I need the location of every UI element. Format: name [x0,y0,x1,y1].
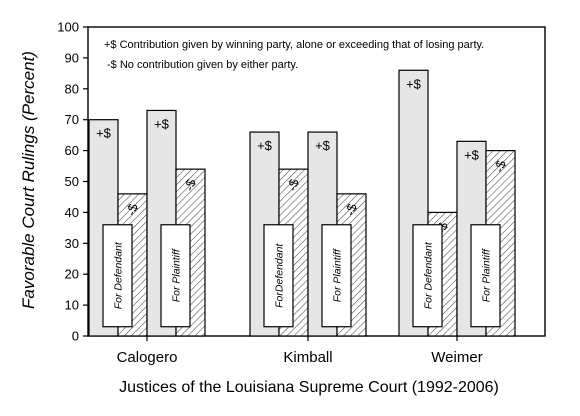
role-label: For Plaintiff [171,248,183,302]
role-label-box [321,224,352,328]
y-tick-label: 60 [65,143,79,158]
y-axis-label: Favorable Court Rulings (Percent) [19,51,38,309]
bar-label-no-contribution: -$ [284,177,302,193]
y-tick-label: 50 [65,174,79,189]
role-label: For Defendant [423,241,435,309]
role-label-box [412,224,443,328]
role-label: For Defendant [113,241,125,309]
bar-label-no-contribution: -$ [181,177,199,193]
y-tick-label: 100 [57,20,79,35]
y-tick-label: 10 [65,298,79,313]
y-tick-label: 80 [65,81,79,96]
plot-area: 0 10 20 30 40 50 60 70 80 90 100 Calogero +$ -$ For De… [57,20,546,366]
y-tick-label: 70 [65,112,79,127]
x-axis-label: Justices of the Louisiana Supreme Court … [119,379,499,396]
y-tick-label: 20 [65,267,79,282]
bar-label-contribution: +$ [406,76,422,91]
role-label: For Plaintiff [481,248,493,302]
y-tick-label: 90 [65,50,79,65]
bar-label-contribution: +$ [464,147,480,162]
bar-label-contribution: +$ [154,116,170,131]
bar-label-no-contribution: -$ [491,158,509,174]
role-label-box [263,224,294,328]
bar-label-no-contribution: -$ [123,201,141,217]
role-label-box [470,224,501,328]
legend: +$ Contribution given by winning party, … [104,39,484,71]
bar-label-contribution: +$ [257,138,273,153]
x-category-label: Kimball [283,349,332,366]
legend-entry-no-contribution: -$ No contribution given by either party… [107,59,298,71]
role-label-box [160,224,191,328]
y-tick-label: 0 [72,329,79,344]
role-label-box [102,224,133,328]
bar-label-no-contribution: -$ [342,201,360,217]
x-category-label: Calogero [117,349,178,366]
y-tick-label: 30 [65,236,79,251]
legend-entry-contribution: +$ Contribution given by winning party, … [104,39,484,51]
bar-label-contribution: +$ [96,126,112,141]
role-label: For Plaintiff [332,248,344,302]
y-tick-label: 40 [65,205,79,220]
x-category-label: Weimer [431,349,482,366]
bar-label-contribution: +$ [315,138,331,153]
role-label: ForDefendant [274,243,286,308]
